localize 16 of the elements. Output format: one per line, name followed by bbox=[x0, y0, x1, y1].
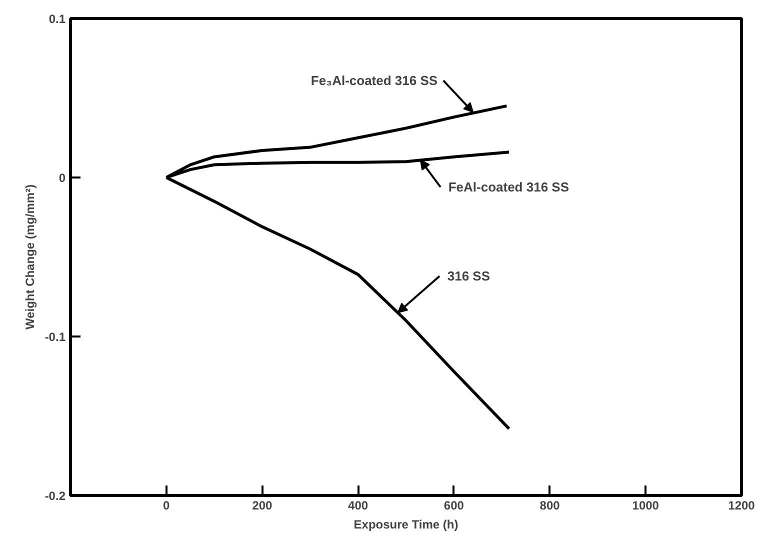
annotation: Fe₃Al-coated 316 SS bbox=[310, 73, 438, 88]
x-tick-label: 1000 bbox=[632, 498, 660, 512]
x-tick-label: 1200 bbox=[728, 498, 756, 512]
y-tick-label: 0.1 bbox=[48, 12, 66, 26]
x-tick-label: 0 bbox=[163, 498, 170, 512]
y-tick-label: -0.2 bbox=[44, 489, 66, 503]
x-axis-title: Exposure Time (h) bbox=[354, 518, 458, 532]
y-axis-title: Weight Change (mg/mm²) bbox=[22, 184, 37, 330]
x-tick-label: 400 bbox=[348, 498, 368, 512]
x-tick-label: 200 bbox=[252, 498, 273, 512]
annotation: 316 SS bbox=[447, 268, 490, 284]
y-tick-label: -0.1 bbox=[44, 330, 66, 344]
y-tick-label: 0 bbox=[58, 171, 66, 185]
annotation: FeAl-coated 316 SS bbox=[448, 180, 570, 195]
x-tick-label: 800 bbox=[540, 498, 560, 512]
x-tick-label: 600 bbox=[444, 498, 464, 512]
